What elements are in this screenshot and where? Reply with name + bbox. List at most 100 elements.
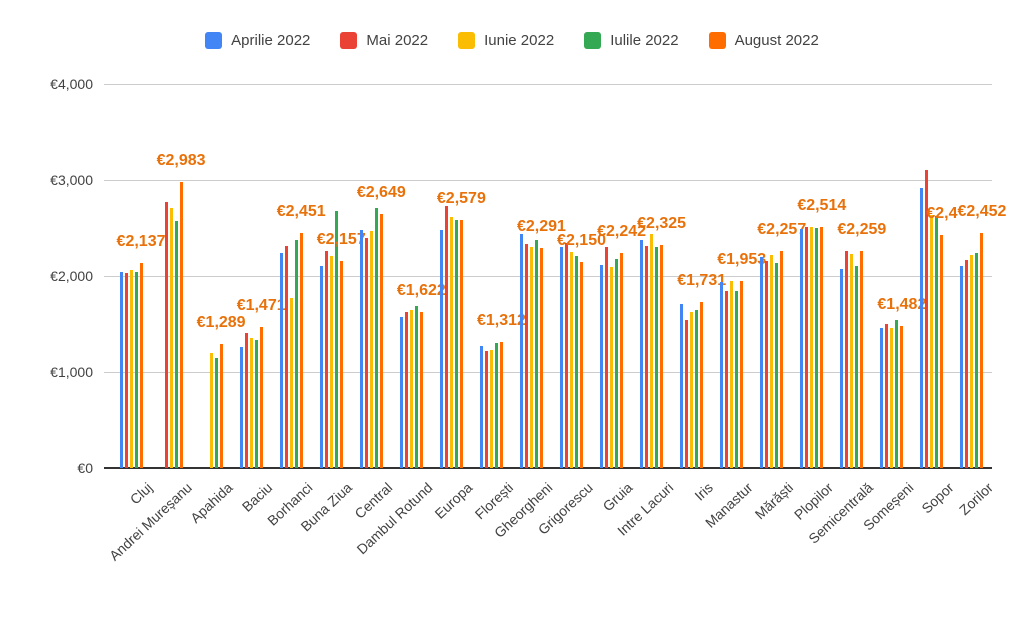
bar-grigorescu-iulile-2022[interactable]	[575, 255, 579, 468]
bar-gheorgheni-iulile-2022[interactable]	[534, 239, 538, 468]
bar-europa-iulile-2022[interactable]	[454, 220, 458, 468]
bar-grigorescu-iunie-2022[interactable]	[570, 252, 574, 468]
bar-zorilor-aprilie-2022[interactable]	[960, 265, 964, 468]
bar-m-r-ti-mai-2022[interactable]	[765, 260, 769, 468]
bar-semicentral-iunie-2022[interactable]	[850, 254, 854, 468]
bar-m-r-ti-august-2022[interactable]	[780, 251, 784, 468]
bar-some-eni-iunie-2022[interactable]	[890, 328, 894, 468]
bar-m-r-ti-iulile-2022[interactable]	[775, 262, 779, 468]
bar-europa-mai-2022[interactable]	[444, 206, 448, 468]
bar-plopilor-mai-2022[interactable]	[805, 227, 809, 468]
bar-semicentral-iulile-2022[interactable]	[855, 265, 859, 468]
bar-some-eni-august-2022[interactable]	[900, 325, 904, 468]
bar-manastur-august-2022[interactable]	[740, 280, 744, 468]
bar-cluj-iulile-2022[interactable]	[134, 272, 138, 468]
bar-baciu-aprilie-2022[interactable]	[239, 347, 243, 468]
bar-gheorgheni-iunie-2022[interactable]	[529, 246, 533, 468]
bar-dambul-rotund-august-2022[interactable]	[419, 312, 423, 468]
bar-iris-iunie-2022[interactable]	[690, 312, 694, 468]
bar-m-r-ti-aprilie-2022[interactable]	[760, 256, 764, 468]
bar-apahida-iulile-2022[interactable]	[214, 357, 218, 468]
bar-flore-ti-august-2022[interactable]	[499, 342, 503, 468]
bar-intre-lacuri-iunie-2022[interactable]	[650, 233, 654, 468]
bar-intre-lacuri-mai-2022[interactable]	[645, 245, 649, 468]
bar-baciu-mai-2022[interactable]	[244, 333, 248, 468]
bar-central-mai-2022[interactable]	[364, 237, 368, 468]
bar-baciu-iulile-2022[interactable]	[254, 339, 258, 468]
bar-europa-iunie-2022[interactable]	[449, 217, 453, 468]
bar-dambul-rotund-aprilie-2022[interactable]	[399, 316, 403, 468]
bar-plopilor-iunie-2022[interactable]	[810, 227, 814, 468]
bar-central-august-2022[interactable]	[379, 213, 383, 468]
bar-apahida-iunie-2022[interactable]	[209, 352, 213, 468]
bar-borhanci-mai-2022[interactable]	[284, 246, 288, 468]
bar-zorilor-iunie-2022[interactable]	[970, 254, 974, 468]
bar-cluj-august-2022[interactable]	[139, 262, 143, 468]
bar-iris-august-2022[interactable]	[700, 301, 704, 468]
bar-andrei-mure-anu-mai-2022[interactable]	[164, 201, 168, 468]
bar-gruia-iunie-2022[interactable]	[610, 266, 614, 468]
bar-borhanci-iulile-2022[interactable]	[294, 239, 298, 468]
bar-sopor-iulile-2022[interactable]	[935, 215, 939, 468]
bar-gheorgheni-august-2022[interactable]	[539, 248, 543, 468]
bar-some-eni-iulile-2022[interactable]	[895, 319, 899, 468]
bar-zorilor-mai-2022[interactable]	[965, 259, 969, 468]
bar-gruia-iulile-2022[interactable]	[615, 259, 619, 468]
bar-borhanci-august-2022[interactable]	[299, 232, 303, 468]
bar-some-eni-aprilie-2022[interactable]	[880, 328, 884, 468]
bar-buna-ziua-iunie-2022[interactable]	[329, 255, 333, 468]
bar-grigorescu-august-2022[interactable]	[580, 261, 584, 468]
bar-intre-lacuri-aprilie-2022[interactable]	[640, 240, 644, 468]
bar-gruia-august-2022[interactable]	[620, 252, 624, 468]
bar-plopilor-aprilie-2022[interactable]	[800, 228, 804, 468]
bar-semicentral-august-2022[interactable]	[860, 251, 864, 468]
bar-sopor-august-2022[interactable]	[940, 234, 944, 468]
bar-grigorescu-mai-2022[interactable]	[565, 242, 569, 468]
bar-gheorgheni-aprilie-2022[interactable]	[519, 233, 523, 468]
bar-gheorgheni-mai-2022[interactable]	[524, 244, 528, 468]
bar-central-iulile-2022[interactable]	[374, 207, 378, 468]
bar-manastur-aprilie-2022[interactable]	[720, 282, 724, 468]
bar-europa-august-2022[interactable]	[459, 220, 463, 468]
bar-apahida-august-2022[interactable]	[219, 344, 223, 468]
bar-flore-ti-iulile-2022[interactable]	[494, 343, 498, 468]
bar-dambul-rotund-iulile-2022[interactable]	[414, 306, 418, 468]
bar-iris-mai-2022[interactable]	[685, 319, 689, 468]
bar-andrei-mure-anu-august-2022[interactable]	[179, 181, 183, 468]
bar-zorilor-august-2022[interactable]	[980, 232, 984, 468]
bar-dambul-rotund-mai-2022[interactable]	[404, 312, 408, 468]
bar-manastur-mai-2022[interactable]	[725, 291, 729, 468]
bar-iris-aprilie-2022[interactable]	[680, 304, 684, 468]
bar-borhanci-aprilie-2022[interactable]	[279, 253, 283, 468]
bar-manastur-iunie-2022[interactable]	[730, 280, 734, 468]
bar-dambul-rotund-iunie-2022[interactable]	[409, 310, 413, 468]
bar-cluj-mai-2022[interactable]	[124, 272, 128, 468]
bar-manastur-iulile-2022[interactable]	[735, 291, 739, 468]
bar-grigorescu-aprilie-2022[interactable]	[560, 246, 564, 468]
bar-borhanci-iunie-2022[interactable]	[289, 297, 293, 468]
bar-flore-ti-aprilie-2022[interactable]	[479, 346, 483, 468]
bar-iris-iulile-2022[interactable]	[695, 309, 699, 468]
bar-semicentral-mai-2022[interactable]	[845, 251, 849, 468]
bar-intre-lacuri-iulile-2022[interactable]	[655, 246, 659, 468]
bar-cluj-iunie-2022[interactable]	[129, 270, 133, 468]
bar-cluj-aprilie-2022[interactable]	[119, 272, 123, 468]
bar-central-aprilie-2022[interactable]	[359, 229, 363, 468]
bar-flore-ti-mai-2022[interactable]	[484, 350, 488, 468]
bar-zorilor-iulile-2022[interactable]	[975, 253, 979, 468]
bar-central-iunie-2022[interactable]	[369, 230, 373, 468]
bar-plopilor-iulile-2022[interactable]	[815, 228, 819, 468]
bar-gruia-aprilie-2022[interactable]	[600, 264, 604, 468]
bar-sopor-mai-2022[interactable]	[925, 170, 929, 468]
bar-baciu-august-2022[interactable]	[259, 326, 263, 468]
bar-sopor-aprilie-2022[interactable]	[920, 187, 924, 468]
bar-andrei-mure-anu-iulile-2022[interactable]	[174, 220, 178, 468]
bar-buna-ziua-iulile-2022[interactable]	[334, 211, 338, 468]
bar-buna-ziua-august-2022[interactable]	[339, 260, 343, 468]
bar-andrei-mure-anu-iunie-2022[interactable]	[169, 208, 173, 468]
bar-buna-ziua-aprilie-2022[interactable]	[319, 265, 323, 468]
bar-flore-ti-iunie-2022[interactable]	[489, 349, 493, 468]
bar-some-eni-mai-2022[interactable]	[885, 323, 889, 468]
bar-semicentral-aprilie-2022[interactable]	[840, 269, 844, 468]
bar-sopor-iunie-2022[interactable]	[930, 214, 934, 468]
